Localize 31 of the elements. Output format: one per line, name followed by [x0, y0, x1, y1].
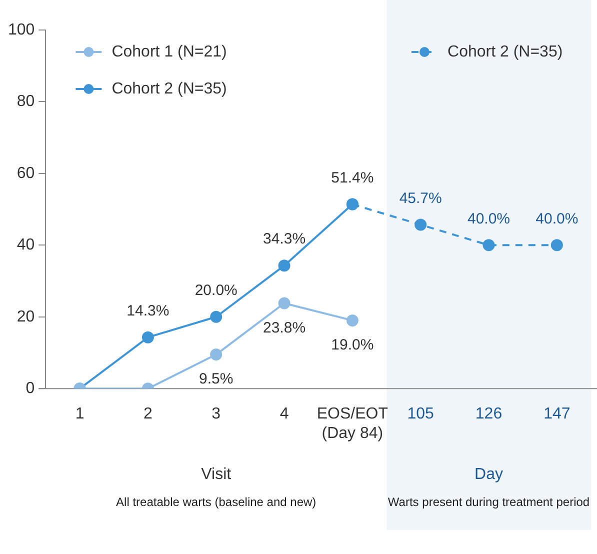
data-label: 34.3% — [262, 230, 306, 248]
y-tick-label: 100 — [8, 21, 35, 38]
x-tick-label: 147 — [544, 406, 570, 423]
x-tick-label: 3 — [212, 406, 221, 423]
legend-label: Cohort 2 (N=35) — [448, 43, 563, 60]
y-tick-label: 60 — [16, 164, 35, 182]
x-tick-label: 1 — [75, 406, 84, 423]
data-label: 45.7% — [399, 190, 442, 207]
x-tick-label: EOS/EOT (Day 84) — [316, 406, 388, 442]
data-label: 9.5% — [199, 370, 234, 388]
data-label: 14.3% — [126, 302, 170, 320]
x-tick-label: 126 — [475, 406, 502, 423]
y-tick-label: 0 — [26, 380, 35, 398]
x-tick-label: 2 — [143, 406, 152, 423]
data-label: 40.0% — [467, 210, 510, 228]
y-tick-label: 20 — [16, 308, 35, 326]
text: All treatable warts (baseline and new) — [116, 494, 316, 509]
legend-label: Cohort 2 (N=35) — [112, 80, 227, 98]
data-label: 20.0% — [194, 282, 238, 300]
legend-label: Cohort 1 (N=21) — [112, 43, 227, 60]
data-label: 51.4% — [331, 169, 374, 186]
band-label: Day — [474, 466, 503, 484]
text: Warts present during treatment period — [388, 494, 590, 509]
data-label: 23.8% — [262, 319, 306, 336]
y-tick-label: 40 — [16, 236, 35, 254]
data-label: 40.0% — [536, 210, 578, 228]
x-tick-label: 4 — [280, 406, 289, 423]
y-tick-label: 80 — [16, 93, 35, 110]
x-tick-label: 105 — [407, 406, 434, 423]
data-label: 19.0% — [331, 336, 374, 354]
x-axis-title: Visit — [201, 466, 232, 484]
